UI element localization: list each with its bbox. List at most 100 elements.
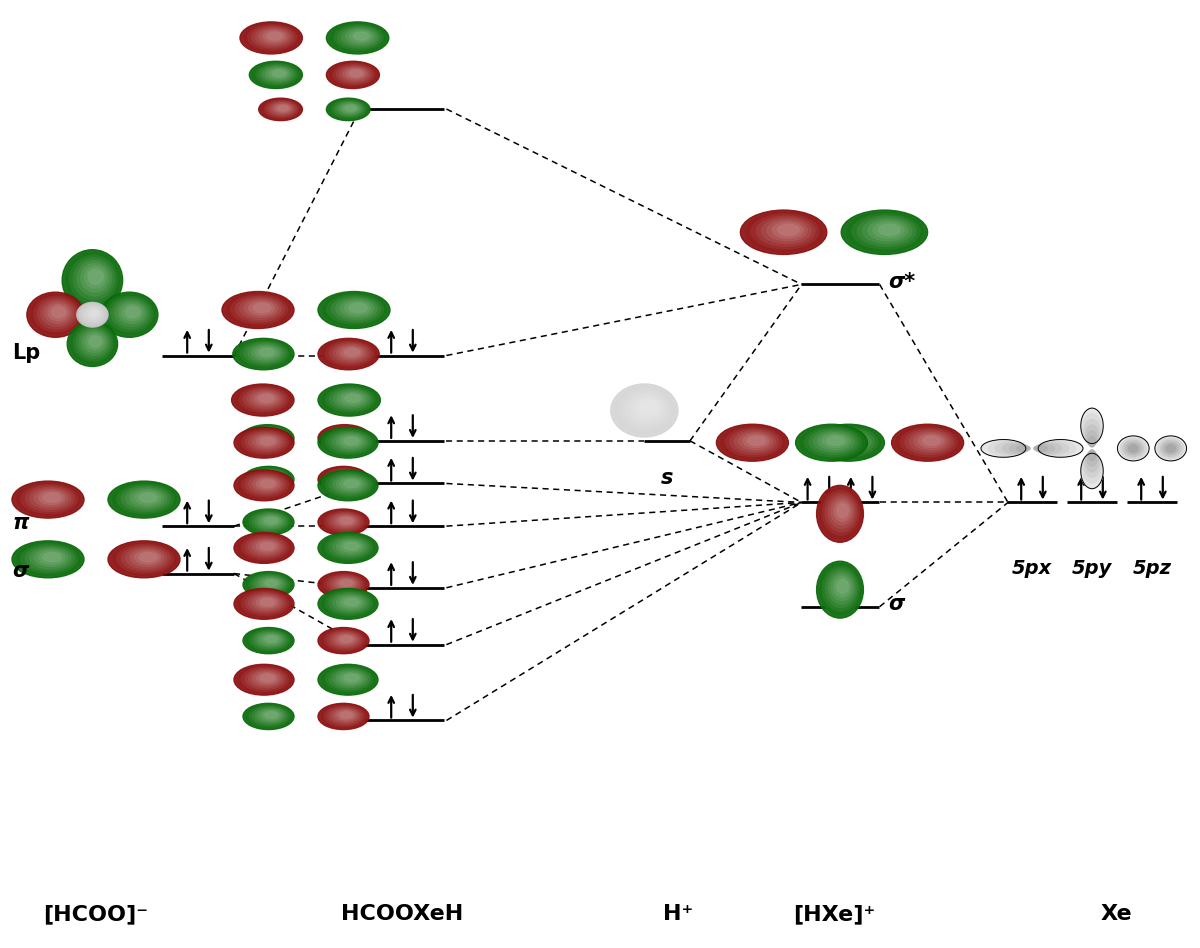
- Ellipse shape: [12, 482, 84, 518]
- Ellipse shape: [246, 510, 292, 534]
- Ellipse shape: [809, 429, 858, 454]
- Ellipse shape: [834, 432, 868, 449]
- Ellipse shape: [821, 428, 878, 457]
- Ellipse shape: [336, 477, 365, 491]
- Ellipse shape: [892, 424, 964, 462]
- Ellipse shape: [86, 334, 104, 350]
- Ellipse shape: [322, 510, 367, 534]
- Ellipse shape: [614, 387, 674, 434]
- Ellipse shape: [240, 299, 281, 319]
- Ellipse shape: [251, 428, 287, 447]
- Ellipse shape: [30, 548, 71, 569]
- Ellipse shape: [878, 225, 900, 235]
- Ellipse shape: [341, 347, 362, 358]
- Ellipse shape: [334, 390, 370, 409]
- Ellipse shape: [349, 70, 362, 77]
- Ellipse shape: [252, 671, 281, 685]
- Ellipse shape: [52, 306, 66, 318]
- Ellipse shape: [250, 629, 289, 650]
- Ellipse shape: [337, 634, 355, 644]
- Ellipse shape: [247, 428, 289, 448]
- Ellipse shape: [83, 306, 103, 322]
- Ellipse shape: [334, 577, 358, 590]
- Ellipse shape: [852, 214, 919, 249]
- Ellipse shape: [241, 592, 288, 615]
- Ellipse shape: [330, 389, 372, 410]
- Ellipse shape: [222, 292, 294, 329]
- Ellipse shape: [762, 218, 811, 244]
- Ellipse shape: [256, 471, 284, 486]
- Ellipse shape: [857, 216, 916, 246]
- Ellipse shape: [44, 302, 71, 323]
- Ellipse shape: [817, 426, 881, 459]
- Ellipse shape: [318, 533, 378, 563]
- Ellipse shape: [67, 321, 118, 367]
- Ellipse shape: [335, 101, 364, 117]
- Ellipse shape: [1034, 446, 1048, 451]
- Ellipse shape: [241, 430, 288, 454]
- Ellipse shape: [817, 561, 864, 618]
- Ellipse shape: [332, 670, 367, 687]
- Ellipse shape: [905, 429, 954, 454]
- Ellipse shape: [259, 472, 282, 484]
- Ellipse shape: [254, 429, 284, 446]
- Ellipse shape: [767, 220, 808, 241]
- Ellipse shape: [839, 434, 865, 447]
- Ellipse shape: [318, 665, 378, 695]
- Ellipse shape: [326, 22, 389, 54]
- Ellipse shape: [827, 436, 845, 446]
- Text: [HXe]⁺: [HXe]⁺: [793, 904, 875, 924]
- Ellipse shape: [234, 665, 294, 695]
- Ellipse shape: [773, 222, 803, 238]
- Ellipse shape: [330, 632, 360, 647]
- Ellipse shape: [846, 212, 924, 252]
- Ellipse shape: [256, 576, 284, 592]
- Ellipse shape: [923, 436, 941, 446]
- Ellipse shape: [266, 101, 296, 117]
- Ellipse shape: [89, 269, 103, 284]
- Ellipse shape: [323, 293, 386, 326]
- Ellipse shape: [778, 225, 799, 235]
- Ellipse shape: [234, 589, 294, 619]
- Ellipse shape: [322, 704, 367, 728]
- Ellipse shape: [134, 551, 161, 564]
- Ellipse shape: [817, 432, 851, 449]
- Ellipse shape: [139, 493, 157, 502]
- Ellipse shape: [325, 667, 372, 691]
- Ellipse shape: [246, 704, 292, 728]
- Text: σ: σ: [12, 560, 29, 581]
- Ellipse shape: [330, 708, 360, 723]
- Ellipse shape: [252, 707, 287, 724]
- Ellipse shape: [337, 516, 355, 525]
- Ellipse shape: [242, 509, 294, 536]
- Ellipse shape: [330, 576, 360, 592]
- Ellipse shape: [900, 428, 958, 457]
- Ellipse shape: [332, 594, 367, 611]
- Ellipse shape: [800, 426, 864, 459]
- Ellipse shape: [826, 429, 875, 454]
- Ellipse shape: [66, 252, 120, 307]
- Ellipse shape: [832, 499, 853, 525]
- Ellipse shape: [324, 511, 365, 532]
- Ellipse shape: [241, 536, 288, 559]
- Ellipse shape: [340, 636, 353, 643]
- Ellipse shape: [918, 434, 944, 447]
- Ellipse shape: [73, 325, 113, 361]
- Ellipse shape: [344, 394, 360, 402]
- Ellipse shape: [338, 27, 380, 48]
- Ellipse shape: [734, 431, 775, 452]
- Ellipse shape: [248, 301, 275, 315]
- Text: Xe: Xe: [1100, 904, 1132, 924]
- Ellipse shape: [245, 474, 286, 495]
- Ellipse shape: [260, 480, 275, 487]
- Ellipse shape: [337, 345, 365, 360]
- Ellipse shape: [71, 323, 115, 364]
- Ellipse shape: [245, 537, 286, 557]
- Ellipse shape: [26, 292, 84, 337]
- Ellipse shape: [343, 67, 367, 81]
- Ellipse shape: [116, 544, 174, 574]
- Ellipse shape: [812, 424, 884, 462]
- Ellipse shape: [330, 471, 360, 486]
- Ellipse shape: [265, 67, 290, 81]
- Ellipse shape: [234, 428, 294, 458]
